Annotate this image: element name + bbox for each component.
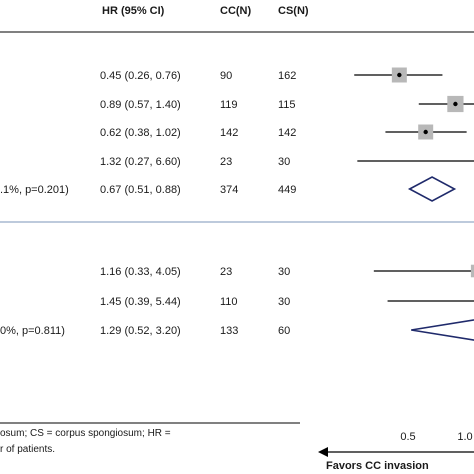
cc-count: 119 [220,99,238,111]
cs-count: 142 [278,127,296,139]
cc-count: 23 [220,266,232,278]
hr-ci-text: 0.89 (0.57, 1.40) [100,99,181,111]
summary-heterogeneity: 0%, p=0.811) [0,325,65,337]
effect-point [423,129,428,135]
x-tick-label-0: 0.5 [400,431,415,443]
footnote-line-2: r of patients. [0,444,55,455]
hr-ci-text: 1.32 (0.27, 6.60) [100,156,181,168]
summary-diamond [411,319,474,341]
summary-hr-ci-text: 0.67 (0.51, 0.88) [100,184,181,196]
cc-count: 110 [220,296,238,308]
hr-ci-text: 1.16 (0.33, 4.05) [100,266,181,278]
cs-count: 30 [278,296,290,308]
cc-count: 90 [220,70,232,82]
cc-count: 23 [220,156,232,168]
effect-box [470,264,474,278]
summary-hr-ci-text: 1.29 (0.52, 3.20) [100,325,181,337]
effect-point [453,101,458,107]
summary-cc-count: 133 [220,325,238,337]
cc-count: 142 [220,127,238,139]
cs-count: 162 [278,70,296,82]
cs-count: 30 [278,156,290,168]
summary-cc-count: 374 [220,184,238,196]
cs-count: 115 [278,99,296,111]
cs-count: 30 [278,266,290,278]
col-header-cs: CS(N) [278,5,309,17]
favors-arrow-head [318,447,328,457]
summary-heterogeneity: .1%, p=0.201) [0,184,69,196]
effect-point [397,72,402,78]
x-tick-label-1: 1.0 [457,431,472,443]
footnote-line-1: osum; CS = corpus spongiosum; HR = [0,428,171,439]
favors-label: Favors CC invasion [326,460,429,472]
hr-ci-text: 0.62 (0.38, 1.02) [100,127,181,139]
summary-diamond [407,176,457,202]
hr-ci-text: 1.45 (0.39, 5.44) [100,296,181,308]
summary-cs-count: 449 [278,184,296,196]
summary-cs-count: 60 [278,325,290,337]
col-header-cc: CC(N) [220,5,251,17]
col-header-hr: HR (95% CI) [102,5,165,17]
hr-ci-text: 0.45 (0.26, 0.76) [100,70,181,82]
